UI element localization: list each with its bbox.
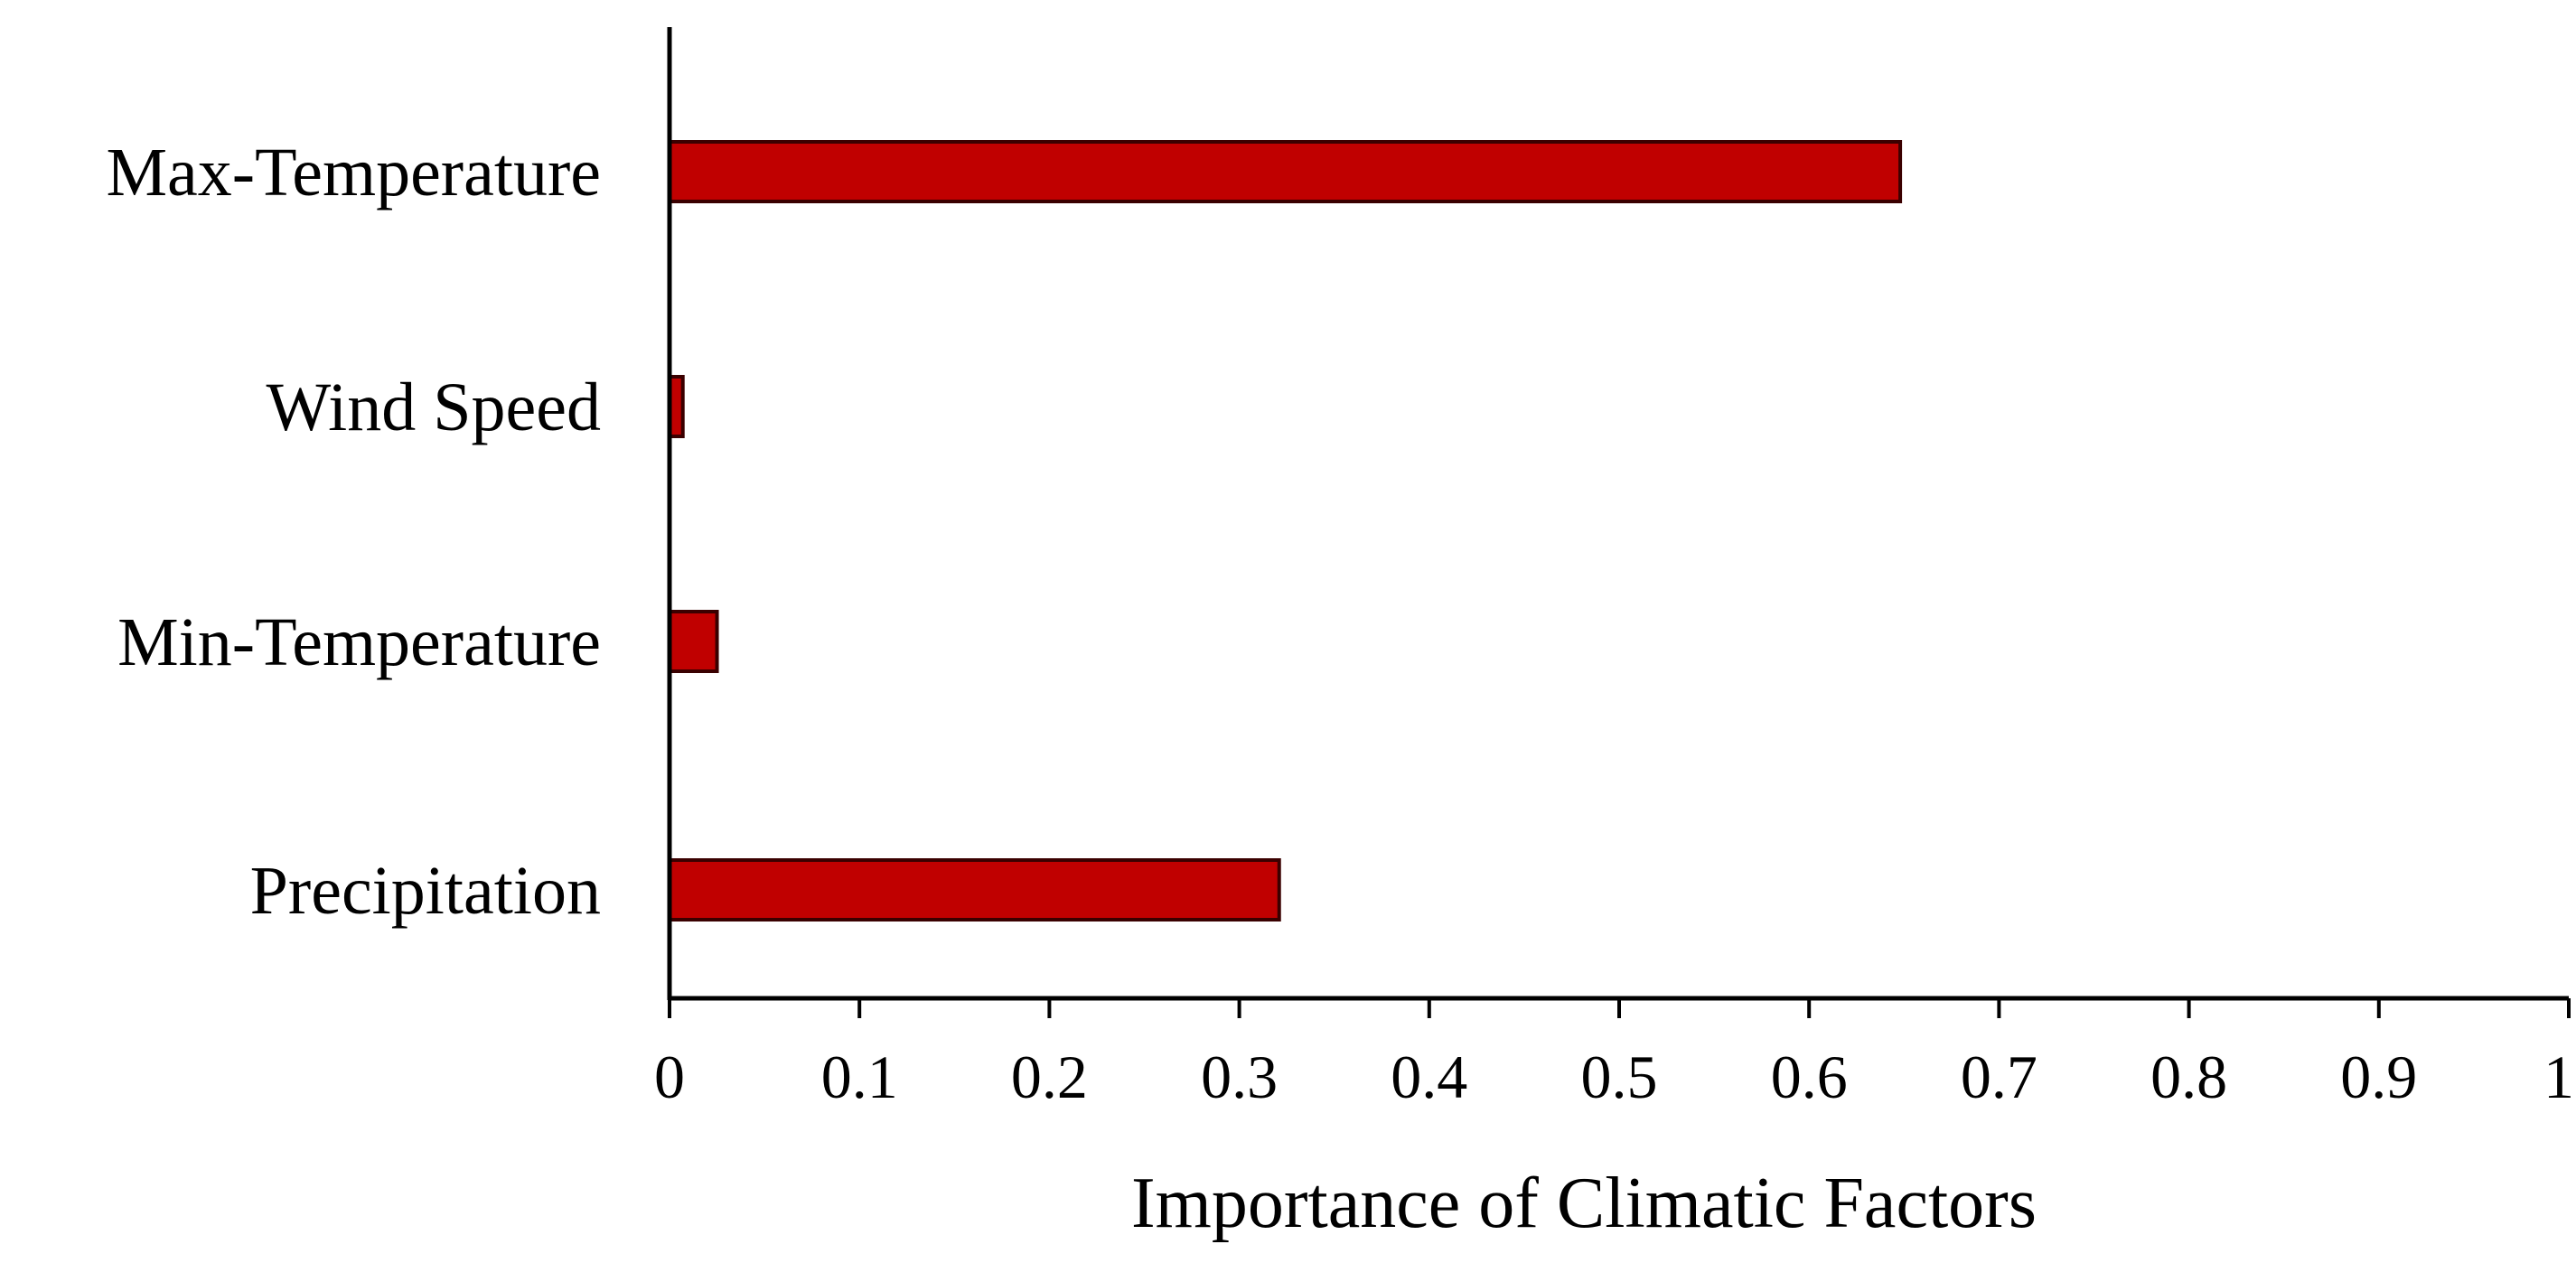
x-tick-label-8: 0.8 (2150, 1043, 2227, 1111)
labels-layer: Max-Temperature Wind Speed Min-Temperature… (106, 135, 2574, 1111)
bars-layer (668, 140, 1903, 922)
category-label-wind-speed: Wind Speed (266, 370, 601, 445)
x-tick-label-7: 0.7 (1961, 1043, 2037, 1111)
x-tick-label-5: 0.5 (1581, 1043, 1658, 1111)
bar-max-temperature (668, 140, 1903, 203)
x-tick-label-10: 1 (2543, 1043, 2574, 1111)
x-axis-title: Importance of Climatic Factors (1131, 1164, 2037, 1243)
category-label-precipitation: Precipitation (250, 853, 601, 929)
x-tick-label-0: 0 (654, 1043, 685, 1111)
x-tick-label-1: 0.1 (821, 1043, 898, 1111)
bar-min-temperature (668, 610, 719, 673)
x-tick-label-3: 0.3 (1201, 1043, 1278, 1111)
category-label-max-temperature: Max-Temperature (106, 135, 601, 210)
x-tick-label-6: 0.6 (1771, 1043, 1848, 1111)
category-label-min-temperature: Min-Temperature (117, 604, 601, 680)
x-tick-label-4: 0.4 (1391, 1043, 1467, 1111)
axes-layer (667, 27, 2571, 1018)
x-tick-label-9: 0.9 (2340, 1043, 2417, 1111)
bar-precipitation (668, 858, 1281, 922)
x-tick-label-2: 0.2 (1011, 1043, 1088, 1111)
